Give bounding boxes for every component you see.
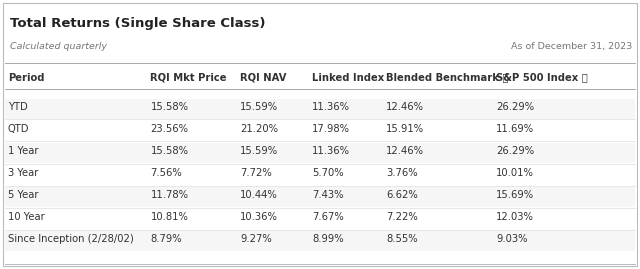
Text: 23.56%: 23.56% [150,124,188,134]
Text: 8.55%: 8.55% [386,234,417,244]
FancyBboxPatch shape [5,187,635,207]
Text: 10.01%: 10.01% [496,168,534,178]
Text: RQI Mkt Price: RQI Mkt Price [150,73,227,83]
Text: Blended Benchmark ⓘ: Blended Benchmark ⓘ [386,73,508,83]
Text: 6.62%: 6.62% [386,190,418,200]
Text: 5.70%: 5.70% [312,168,344,178]
Text: 12.46%: 12.46% [386,146,424,156]
Text: 3.76%: 3.76% [386,168,417,178]
Text: 11.69%: 11.69% [496,124,534,134]
Text: YTD: YTD [8,102,28,112]
Text: Calculated quarterly: Calculated quarterly [10,42,107,51]
Text: Since Inception (2/28/02): Since Inception (2/28/02) [8,234,133,244]
Text: 7.22%: 7.22% [386,212,418,222]
Text: 15.58%: 15.58% [150,102,188,112]
Text: 9.03%: 9.03% [496,234,527,244]
Text: 15.91%: 15.91% [386,124,424,134]
Text: 7.72%: 7.72% [240,168,272,178]
Text: 21.20%: 21.20% [240,124,278,134]
Text: 15.59%: 15.59% [240,102,278,112]
Text: 11.36%: 11.36% [312,146,350,156]
Text: 11.36%: 11.36% [312,102,350,112]
Text: 15.69%: 15.69% [496,190,534,200]
FancyBboxPatch shape [5,209,635,229]
Text: 15.59%: 15.59% [240,146,278,156]
Text: 8.79%: 8.79% [150,234,182,244]
Text: Linked Index: Linked Index [312,73,385,83]
Text: 26.29%: 26.29% [496,102,534,112]
Text: 5 Year: 5 Year [8,190,38,200]
Text: 3 Year: 3 Year [8,168,38,178]
Text: 12.46%: 12.46% [386,102,424,112]
FancyBboxPatch shape [5,121,635,141]
Text: QTD: QTD [8,124,29,134]
Text: 12.03%: 12.03% [496,212,534,222]
Text: 17.98%: 17.98% [312,124,350,134]
FancyBboxPatch shape [5,231,635,251]
Text: 10.44%: 10.44% [240,190,278,200]
Text: 1 Year: 1 Year [8,146,38,156]
Text: 26.29%: 26.29% [496,146,534,156]
Text: 7.67%: 7.67% [312,212,344,222]
Text: 9.27%: 9.27% [240,234,272,244]
Text: Period: Period [8,73,44,83]
Text: 10.81%: 10.81% [150,212,188,222]
Text: Total Returns (Single Share Class): Total Returns (Single Share Class) [10,17,265,30]
Text: 8.99%: 8.99% [312,234,344,244]
Text: 11.78%: 11.78% [150,190,188,200]
Text: 10.36%: 10.36% [240,212,278,222]
Text: S&P 500 Index ⓘ: S&P 500 Index ⓘ [496,73,588,83]
FancyBboxPatch shape [5,143,635,163]
Text: 7.43%: 7.43% [312,190,344,200]
Text: 7.56%: 7.56% [150,168,182,178]
Text: 15.58%: 15.58% [150,146,188,156]
Text: 10 Year: 10 Year [8,212,44,222]
Text: As of December 31, 2023: As of December 31, 2023 [511,42,632,51]
FancyBboxPatch shape [5,99,635,119]
Text: RQI NAV: RQI NAV [240,73,287,83]
FancyBboxPatch shape [3,3,637,266]
FancyBboxPatch shape [5,165,635,185]
